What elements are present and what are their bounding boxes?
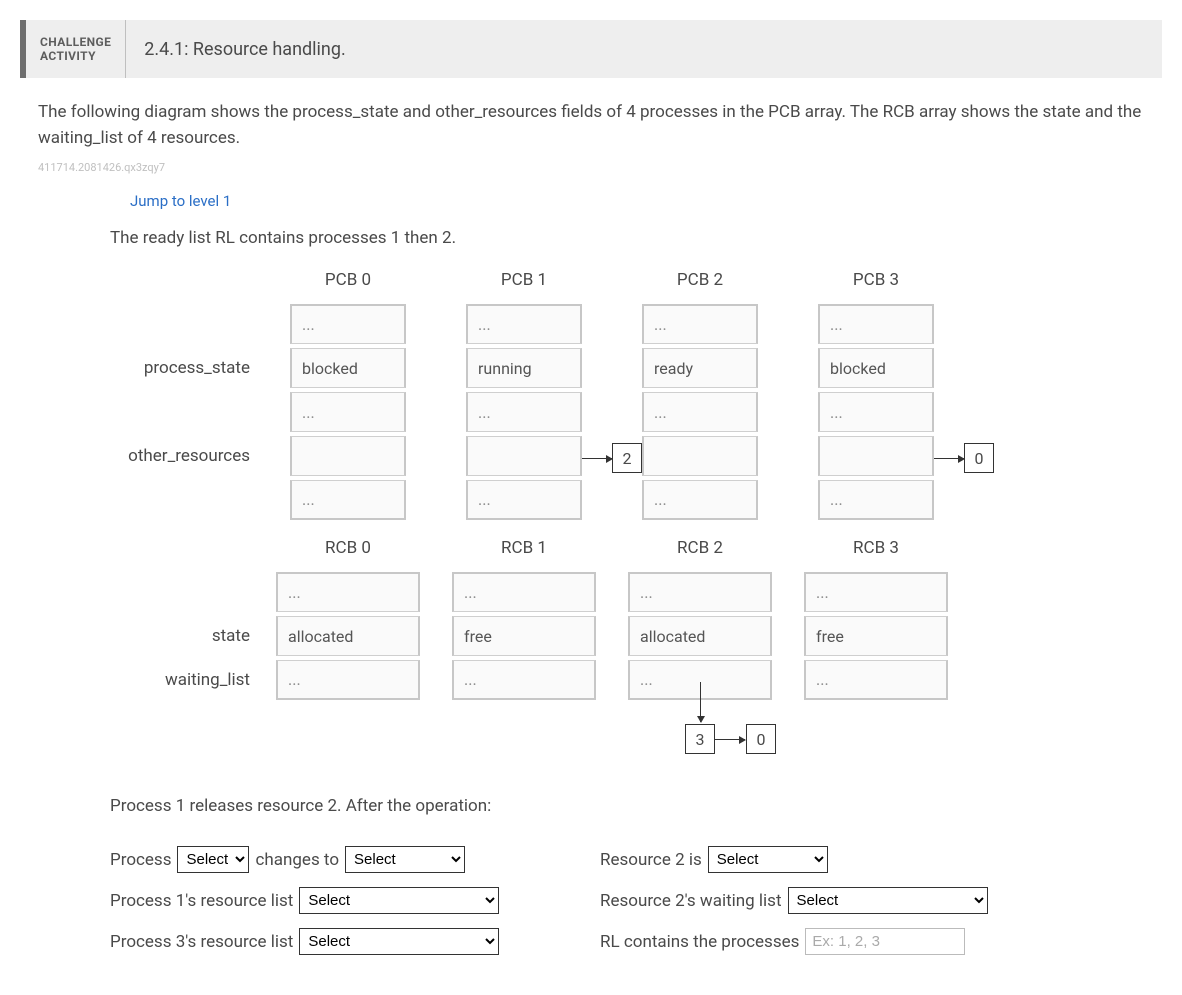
pcb3-state: blocked bbox=[818, 348, 934, 388]
arrow-pcb3-res bbox=[934, 458, 964, 459]
pcb3-mid-ellipsis: ... bbox=[818, 392, 934, 432]
pcb3-other bbox=[818, 436, 934, 476]
rcb-header-0: RCB 0 bbox=[260, 538, 436, 558]
intro-text: The following diagram shows the process_… bbox=[0, 78, 1182, 157]
q2-label: Process 1's resource list bbox=[110, 891, 293, 911]
pcb-header-3: PCB 3 bbox=[788, 270, 964, 290]
pcb-header-0: PCB 0 bbox=[260, 270, 436, 290]
pcb-header-2: PCB 2 bbox=[612, 270, 788, 290]
pcb1-top-ellipsis: ... bbox=[466, 304, 582, 344]
other-resources-label: other_resources bbox=[110, 446, 260, 466]
pcb1-bot-ellipsis: ... bbox=[466, 480, 582, 520]
pcb2-top-ellipsis: ... bbox=[642, 304, 758, 344]
changes-to-select[interactable]: Select bbox=[345, 846, 465, 873]
rcb3-wait: ... bbox=[804, 660, 948, 700]
rl-contains-input[interactable] bbox=[805, 928, 965, 955]
pcb3-top-ellipsis: ... bbox=[818, 304, 934, 344]
r2-label: Resource 2's waiting list bbox=[600, 891, 782, 911]
arrow-pcb1-res bbox=[582, 458, 612, 459]
pcb0-other bbox=[290, 436, 406, 476]
pcb0-bot-ellipsis: ... bbox=[290, 480, 406, 520]
pcb2-state: ready bbox=[642, 348, 758, 388]
pcb2-other bbox=[642, 436, 758, 476]
node-pcb3-res: 0 bbox=[964, 443, 994, 473]
rcb1-wait: ... bbox=[452, 660, 596, 700]
node-rcb2-wait-0: 3 bbox=[685, 724, 715, 754]
q3-label: Process 3's resource list bbox=[110, 932, 293, 952]
question-text: Process 1 releases resource 2. After the… bbox=[110, 796, 1142, 816]
rcb2-top-ellipsis: ... bbox=[628, 572, 772, 612]
pcb0-mid-ellipsis: ... bbox=[290, 392, 406, 432]
pcb0-top-ellipsis: ... bbox=[290, 304, 406, 344]
rcb3-state: free bbox=[804, 616, 948, 656]
challenge-badge: CHALLENGE ACTIVITY bbox=[26, 20, 126, 78]
rcb0-wait: ... bbox=[276, 660, 420, 700]
answer-form: Process Select changes to Select Resourc… bbox=[110, 846, 1142, 955]
state-label: state bbox=[110, 626, 260, 646]
activity-title: 2.4.1: Resource handling. bbox=[126, 20, 364, 78]
pcb1-state: running bbox=[466, 348, 582, 388]
node-pcb1-res: 2 bbox=[612, 443, 642, 473]
pcb-header-1: PCB 1 bbox=[436, 270, 612, 290]
activity-header: CHALLENGE ACTIVITY 2.4.1: Resource handl… bbox=[20, 20, 1162, 78]
pcb1-other bbox=[466, 436, 582, 476]
node-rcb2-wait-1: 0 bbox=[746, 724, 776, 754]
resource2-waiting-list-select[interactable]: Select bbox=[788, 887, 988, 914]
rcb-header-2: RCB 2 bbox=[612, 538, 788, 558]
rcb2-state: allocated bbox=[628, 616, 772, 656]
rcb0-top-ellipsis: ... bbox=[276, 572, 420, 612]
pcb1-mid-ellipsis: ... bbox=[466, 392, 582, 432]
jump-to-level-link[interactable]: Jump to level 1 bbox=[0, 184, 1182, 228]
rcb1-state: free bbox=[452, 616, 596, 656]
proc3-resource-list-select[interactable]: Select bbox=[299, 928, 499, 955]
process-state-label: process_state bbox=[110, 358, 260, 378]
badge-line1: CHALLENGE bbox=[40, 35, 111, 49]
code-id: 411714.2081426.qx3zqy7 bbox=[0, 157, 1182, 184]
q1-mid: changes to bbox=[255, 850, 339, 870]
proc1-resource-list-select[interactable]: Select bbox=[299, 887, 499, 914]
rcb0-state: allocated bbox=[276, 616, 420, 656]
pcb2-bot-ellipsis: ... bbox=[642, 480, 758, 520]
pcb2-mid-ellipsis: ... bbox=[642, 392, 758, 432]
rcb1-top-ellipsis: ... bbox=[452, 572, 596, 612]
rcb3-top-ellipsis: ... bbox=[804, 572, 948, 612]
rcb-header-1: RCB 1 bbox=[436, 538, 612, 558]
arrow-rcb2-down bbox=[700, 682, 701, 722]
ready-list-text: The ready list RL contains processes 1 t… bbox=[110, 228, 1142, 248]
resource2-is-select[interactable]: Select bbox=[708, 846, 828, 873]
rcb-header-3: RCB 3 bbox=[788, 538, 964, 558]
pcb3-bot-ellipsis: ... bbox=[818, 480, 934, 520]
r3-label: RL contains the processes bbox=[600, 932, 799, 952]
diagram: PCB 0 PCB 1 PCB 2 PCB 3 ... ... ... ... … bbox=[110, 258, 1010, 772]
q1-pre: Process bbox=[110, 850, 171, 870]
pcb0-state: blocked bbox=[290, 348, 406, 388]
r1-pre: Resource 2 is bbox=[600, 850, 702, 870]
waiting-list-label: waiting_list bbox=[110, 670, 260, 690]
arrow-rcb2-chain bbox=[715, 739, 745, 740]
badge-line2: ACTIVITY bbox=[40, 49, 111, 63]
process-changes-select[interactable]: Select bbox=[177, 846, 249, 873]
